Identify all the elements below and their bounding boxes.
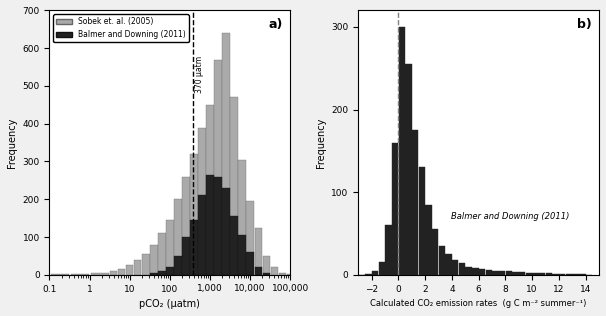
Bar xyxy=(230,97,238,275)
Bar xyxy=(182,177,190,275)
Bar xyxy=(222,33,230,275)
Bar xyxy=(255,228,262,275)
Bar xyxy=(166,220,173,275)
Bar xyxy=(215,177,222,275)
Bar xyxy=(150,245,158,275)
Bar xyxy=(472,268,479,275)
Bar xyxy=(532,273,539,275)
Bar xyxy=(445,254,451,275)
Legend: Sobek et. al. (2005), Balmer and Downing (2011): Sobek et. al. (2005), Balmer and Downing… xyxy=(53,14,188,42)
Bar xyxy=(512,272,519,275)
Bar xyxy=(419,167,425,275)
Bar xyxy=(247,252,254,275)
Bar xyxy=(579,274,585,275)
Bar xyxy=(230,216,238,275)
Text: a): a) xyxy=(268,18,283,31)
Bar xyxy=(499,271,505,275)
Bar xyxy=(198,128,205,275)
Bar xyxy=(175,256,182,275)
Bar xyxy=(51,274,69,275)
Bar xyxy=(287,274,294,275)
Bar xyxy=(379,262,385,275)
Bar xyxy=(262,256,270,275)
Bar xyxy=(198,196,205,275)
Y-axis label: Frequency: Frequency xyxy=(7,118,17,168)
Bar xyxy=(452,260,459,275)
Bar xyxy=(459,263,465,275)
Bar xyxy=(412,130,418,275)
Bar xyxy=(465,266,472,275)
Bar xyxy=(485,270,492,275)
Bar xyxy=(539,273,545,275)
Bar xyxy=(215,59,222,275)
Bar xyxy=(142,254,150,275)
Bar xyxy=(525,273,532,275)
Bar xyxy=(238,160,246,275)
Bar xyxy=(126,265,133,275)
Bar xyxy=(182,237,190,275)
Bar xyxy=(492,270,499,275)
Bar xyxy=(553,274,559,275)
Bar xyxy=(385,225,391,275)
Bar xyxy=(405,64,411,275)
Bar xyxy=(432,229,438,275)
Bar xyxy=(247,201,254,275)
Bar xyxy=(279,273,286,275)
Bar xyxy=(150,273,158,275)
Bar xyxy=(270,267,278,275)
Y-axis label: Frequency: Frequency xyxy=(316,118,326,168)
Bar xyxy=(262,273,270,275)
Bar xyxy=(158,271,165,275)
Bar xyxy=(372,270,378,275)
Bar xyxy=(207,175,214,275)
Bar xyxy=(399,27,405,275)
X-axis label: pCO₂ (μatm): pCO₂ (μatm) xyxy=(139,299,200,309)
Bar xyxy=(207,105,214,275)
Text: b): b) xyxy=(577,18,592,31)
Bar xyxy=(190,154,198,275)
Bar xyxy=(166,267,173,275)
Bar xyxy=(222,188,230,275)
Bar xyxy=(505,271,512,275)
Bar xyxy=(566,274,572,275)
Bar xyxy=(134,260,141,275)
Bar xyxy=(479,269,485,275)
Bar xyxy=(255,267,262,275)
Bar xyxy=(71,274,89,275)
Bar xyxy=(439,246,445,275)
Bar xyxy=(158,233,165,275)
X-axis label: Calculated CO₂ emission rates  (g C m⁻² summer⁻¹): Calculated CO₂ emission rates (g C m⁻² s… xyxy=(370,299,587,308)
Text: 370 μatm: 370 μatm xyxy=(195,56,204,93)
Bar xyxy=(573,274,579,275)
Bar xyxy=(238,235,246,275)
Bar xyxy=(392,143,398,275)
Bar xyxy=(118,269,125,275)
Bar xyxy=(559,274,565,275)
Bar xyxy=(110,271,118,275)
Bar xyxy=(91,273,109,275)
Bar xyxy=(365,274,371,275)
Text: Balmer and Downing (2011): Balmer and Downing (2011) xyxy=(451,212,569,221)
Bar xyxy=(546,273,552,275)
Bar xyxy=(519,272,525,275)
Bar xyxy=(190,220,198,275)
Bar xyxy=(175,199,182,275)
Bar xyxy=(425,204,431,275)
